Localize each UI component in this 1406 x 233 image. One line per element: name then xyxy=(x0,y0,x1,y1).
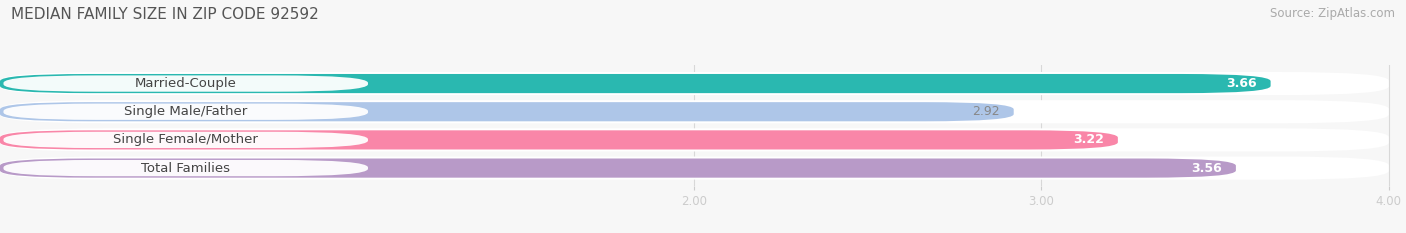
Text: Source: ZipAtlas.com: Source: ZipAtlas.com xyxy=(1270,7,1395,20)
FancyBboxPatch shape xyxy=(0,130,1118,150)
Text: 3.22: 3.22 xyxy=(1073,134,1104,146)
FancyBboxPatch shape xyxy=(3,132,368,148)
Text: Single Female/Mother: Single Female/Mother xyxy=(114,134,259,146)
FancyBboxPatch shape xyxy=(0,102,1014,121)
FancyBboxPatch shape xyxy=(0,72,1389,95)
FancyBboxPatch shape xyxy=(0,158,1236,178)
Text: Single Male/Father: Single Male/Father xyxy=(124,105,247,118)
FancyBboxPatch shape xyxy=(0,157,1389,180)
FancyBboxPatch shape xyxy=(3,75,368,92)
Text: 3.66: 3.66 xyxy=(1226,77,1257,90)
FancyBboxPatch shape xyxy=(0,74,1271,93)
FancyBboxPatch shape xyxy=(3,160,368,176)
Text: MEDIAN FAMILY SIZE IN ZIP CODE 92592: MEDIAN FAMILY SIZE IN ZIP CODE 92592 xyxy=(11,7,319,22)
FancyBboxPatch shape xyxy=(0,128,1389,151)
Text: Married-Couple: Married-Couple xyxy=(135,77,236,90)
Text: 2.92: 2.92 xyxy=(972,105,1000,118)
FancyBboxPatch shape xyxy=(3,104,368,120)
FancyBboxPatch shape xyxy=(0,100,1389,123)
Text: 3.56: 3.56 xyxy=(1191,161,1222,175)
Text: Total Families: Total Families xyxy=(141,161,231,175)
